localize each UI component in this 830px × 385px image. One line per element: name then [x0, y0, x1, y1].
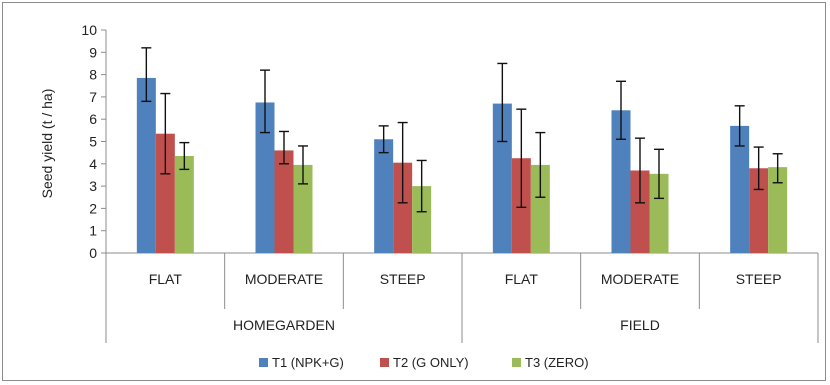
- legend-swatch: [380, 358, 389, 367]
- bar: [136, 77, 156, 253]
- bar: [630, 170, 650, 253]
- x-category-label: MODERATE: [245, 271, 323, 287]
- bar: [274, 150, 294, 253]
- y-tick-label: 9: [89, 44, 97, 60]
- bar: [412, 186, 432, 253]
- legend-swatch: [512, 358, 521, 367]
- y-tick-label: 0: [89, 245, 97, 261]
- x-category-label: FLAT: [149, 271, 183, 287]
- legend-label: T2 (G ONLY): [393, 355, 469, 370]
- x-group-label: FIELD: [620, 317, 660, 333]
- legend-swatch: [259, 358, 268, 367]
- x-category-label: STEEP: [380, 271, 426, 287]
- bar: [530, 164, 550, 253]
- bar: [768, 167, 788, 253]
- bar: [649, 173, 669, 253]
- bar: [174, 155, 194, 253]
- bar: [155, 133, 175, 253]
- x-group-label: HOMEGARDEN: [233, 317, 335, 333]
- y-axis-title: Seed yield (t / ha): [39, 89, 55, 199]
- x-category-label: MODERATE: [601, 271, 679, 287]
- legend-label: T1 (NPK+G): [272, 355, 344, 370]
- y-tick-label: 7: [89, 89, 97, 105]
- x-category-label: FLAT: [505, 271, 539, 287]
- bar: [393, 162, 413, 253]
- bar: [293, 164, 313, 253]
- bar: [255, 102, 275, 253]
- bar: [730, 125, 750, 253]
- legend-label: T3 (ZERO): [525, 355, 589, 370]
- y-tick-label: 6: [89, 111, 97, 127]
- bar: [611, 110, 631, 253]
- y-tick-label: 2: [89, 200, 97, 216]
- y-tick-label: 5: [89, 134, 97, 150]
- y-tick-label: 3: [89, 178, 97, 194]
- y-tick-label: 8: [89, 67, 97, 83]
- x-category-label: STEEP: [736, 271, 782, 287]
- bar: [374, 139, 394, 253]
- y-tick-label: 10: [81, 22, 97, 38]
- y-tick-label: 1: [89, 223, 97, 239]
- y-tick-label: 4: [89, 156, 97, 172]
